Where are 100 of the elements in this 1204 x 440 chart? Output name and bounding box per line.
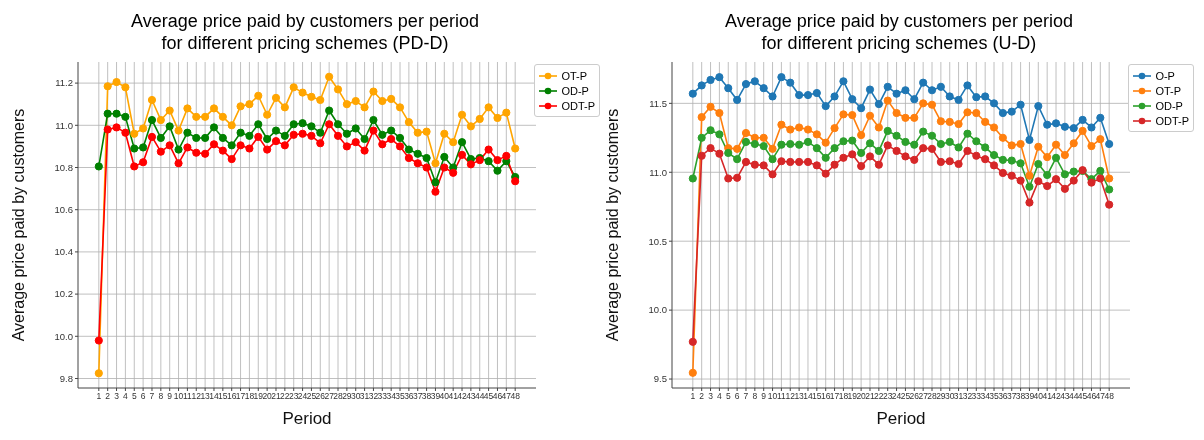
x-tick-label: 25 — [900, 391, 911, 402]
x-tick-label: 26 — [909, 391, 920, 402]
x-tick-label: 4 — [717, 391, 723, 402]
y-tick-label: 11.2 — [55, 77, 73, 89]
legend-label: O-P — [1155, 69, 1175, 82]
x-tick-label: 16 — [226, 391, 237, 402]
x-tick-label: 2 — [699, 391, 705, 402]
x-tick-label: 14 — [803, 391, 813, 402]
x-tick-label: 42 — [1051, 391, 1062, 402]
y-tick-label: 11.0 — [649, 166, 667, 178]
x-tick-label: 18 — [244, 391, 255, 402]
x-tick-label: 21 — [865, 391, 875, 402]
x-tick-label: 3 — [708, 391, 714, 402]
x-tick-label: 40 — [1033, 391, 1044, 402]
x-tick-label: 4 — [123, 391, 129, 402]
y-tick-label: 10.2 — [54, 288, 73, 300]
x-tick-label: 43 — [1060, 391, 1070, 402]
x-tick-label: 25 — [306, 391, 317, 402]
x-tick-label: 34 — [386, 391, 397, 402]
legend-label: ODT-P — [561, 99, 595, 112]
chart-title: Average price paid by customers per period for different pricing schemes (PD-D) — [130, 10, 480, 54]
x-tick-label: 8 — [158, 391, 164, 402]
x-tick-label: 31 — [953, 391, 964, 402]
y-tick-label: 11.0 — [55, 119, 73, 131]
x-tick-label: 9 — [167, 391, 173, 402]
x-tick-label: 16 — [820, 391, 831, 402]
x-tick-label: 37 — [1007, 391, 1017, 402]
x-tick-label: 28 — [333, 391, 343, 402]
x-tick-label: 36 — [998, 391, 1008, 402]
chart-title: Average price paid by customers per period for different pricing schemes (U-D) — [724, 10, 1074, 54]
x-tick-label: 44 — [475, 391, 485, 402]
x-tick-label: 17 — [829, 391, 840, 402]
x-tick-label: 27 — [324, 391, 335, 402]
x-tick-label: 3 — [114, 391, 120, 402]
x-tick-label: 8 — [752, 391, 758, 402]
x-tick-label: 18 — [838, 391, 849, 402]
x-tick-label: 1 — [96, 391, 102, 402]
x-tick-label: 29 — [936, 391, 946, 402]
x-tick-label: 41 — [448, 391, 459, 402]
x-tick-label: 38 — [1015, 391, 1026, 402]
x-tick-label: 13 — [794, 391, 805, 402]
x-tick-label: 33 — [971, 391, 982, 402]
x-tick-label: 30 — [350, 391, 361, 402]
y-tick-label: 10.5 — [648, 235, 667, 247]
x-tick-label: 17 — [235, 391, 246, 402]
x-tick-label: 21 — [271, 391, 281, 402]
x-tick-label: 40 — [439, 391, 450, 402]
x-tick-label: 38 — [421, 391, 432, 402]
legend-label: OT-P — [1155, 84, 1182, 97]
x-tick-label: 47 — [1095, 391, 1106, 402]
x-tick-label: 15 — [812, 391, 822, 402]
x-tick-label: 15 — [218, 391, 228, 402]
y-axis-title: Average price paid by customers — [603, 108, 621, 342]
x-tick-label: 10 — [767, 391, 778, 402]
x-tick-label: 35 — [395, 391, 406, 402]
x-tick-label: 5 — [131, 391, 137, 402]
legend-label: OD-P — [561, 84, 589, 97]
legend-label: OT-P — [561, 69, 588, 82]
x-tick-label: 1 — [690, 391, 696, 402]
x-tick-label: 11 — [182, 391, 193, 402]
x-tick-label: 23 — [882, 391, 893, 402]
x-tick-label: 26 — [315, 391, 326, 402]
x-tick-label: 29 — [342, 391, 352, 402]
x-tick-label: 5 — [725, 391, 731, 402]
y-tick-label: 9.5 — [653, 373, 667, 385]
y-tick-label: 9.8 — [59, 372, 73, 384]
x-tick-label: 9 — [761, 391, 767, 402]
x-tick-label: 36 — [404, 391, 414, 402]
x-tick-label: 48 — [510, 391, 521, 402]
x-tick-label: 20 — [262, 391, 273, 402]
y-tick-label: 10.0 — [54, 330, 73, 342]
x-tick-label: 12 — [191, 391, 202, 402]
x-tick-label: 42 — [457, 391, 468, 402]
x-axis-title: Period — [876, 409, 926, 428]
x-tick-label: 39 — [430, 391, 441, 402]
x-tick-label: 37 — [413, 391, 423, 402]
x-tick-label: 27 — [918, 391, 929, 402]
x-tick-label: 32 — [368, 391, 379, 402]
y-tick-label: 10.6 — [54, 204, 73, 216]
x-tick-label: 22 — [280, 391, 290, 402]
x-tick-label: 7 — [149, 391, 155, 402]
x-tick-label: 10 — [173, 391, 184, 402]
x-tick-label: 33 — [377, 391, 388, 402]
x-tick-label: 13 — [200, 391, 211, 402]
x-tick-label: 2 — [105, 391, 111, 402]
x-tick-label: 30 — [944, 391, 955, 402]
x-tick-label: 48 — [1104, 391, 1115, 402]
x-tick-label: 45 — [1077, 391, 1088, 402]
x-tick-label: 43 — [466, 391, 476, 402]
x-tick-label: 47 — [501, 391, 512, 402]
x-axis-title: Period — [282, 409, 332, 428]
x-tick-label: 7 — [743, 391, 749, 402]
x-tick-label: 11 — [776, 391, 787, 402]
x-tick-label: 45 — [483, 391, 494, 402]
x-tick-label: 22 — [874, 391, 884, 402]
x-tick-label: 19 — [847, 391, 858, 402]
x-tick-label: 23 — [288, 391, 299, 402]
x-tick-label: 44 — [1069, 391, 1079, 402]
x-tick-label: 12 — [785, 391, 796, 402]
x-tick-label: 32 — [962, 391, 973, 402]
